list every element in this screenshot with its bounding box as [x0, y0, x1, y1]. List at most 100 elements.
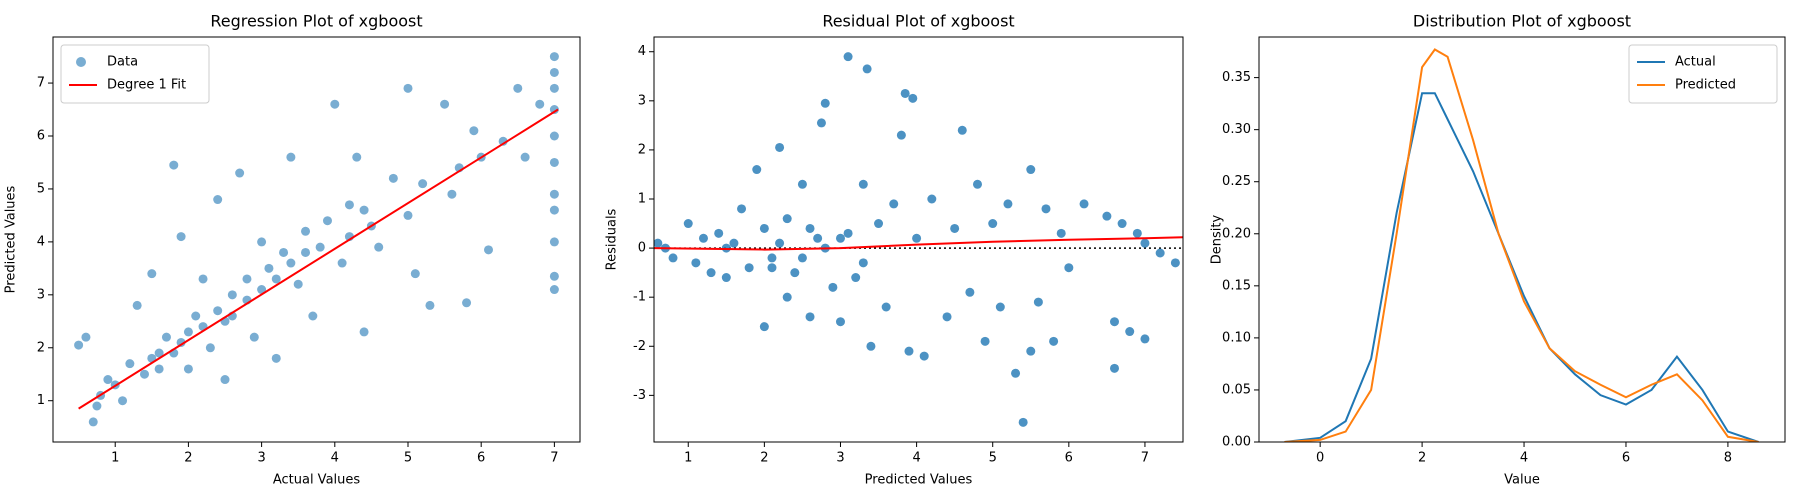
data-point [851, 273, 861, 283]
data-point [388, 173, 398, 183]
data-point [775, 142, 785, 152]
data-point [957, 125, 967, 135]
legend-frame [60, 44, 210, 104]
data-point [549, 271, 559, 281]
data-point [286, 152, 296, 162]
data-point [418, 179, 428, 189]
data-point [908, 93, 918, 103]
data-point [447, 189, 457, 199]
data-point [1033, 297, 1043, 307]
data-point [835, 317, 845, 327]
data-point [118, 396, 128, 406]
data-point [1132, 228, 1142, 238]
data-point [1109, 317, 1119, 327]
data-point [337, 258, 347, 268]
data-point [549, 285, 559, 295]
legend: Actual Predicted [1628, 44, 1778, 104]
data-point [698, 233, 708, 243]
x-tick-label: 8 [1724, 451, 1732, 466]
data-point [912, 233, 922, 243]
series-line [654, 236, 1183, 251]
data-point [403, 210, 413, 220]
data-point [549, 157, 559, 167]
data-point [264, 263, 274, 273]
data-point [767, 253, 777, 263]
data-point [549, 67, 559, 77]
data-point [1170, 258, 1180, 268]
y-tick-label: 0.10 [1222, 330, 1251, 345]
data-point [154, 348, 164, 358]
data-point [169, 160, 179, 170]
y-tick-label: 0 [638, 241, 646, 256]
data-point [843, 52, 853, 62]
chart-title: Residual Plot of xgboost [822, 12, 1014, 31]
y-tick-label: 6 [37, 129, 45, 144]
x-axis-label: Value [1504, 473, 1540, 488]
data-point [1064, 263, 1074, 273]
x-tick-label: 3 [257, 451, 265, 466]
data-point [352, 152, 362, 162]
y-tick-label: 0.15 [1222, 278, 1251, 293]
data-point [896, 130, 906, 140]
y-tick-label: 0.30 [1222, 122, 1251, 137]
data-point [782, 214, 792, 224]
data-point [74, 340, 84, 350]
data-point [374, 242, 384, 252]
data-point [744, 263, 754, 273]
data-point [813, 233, 823, 243]
data-point [257, 285, 267, 295]
data-point [889, 199, 899, 209]
data-point [125, 359, 135, 369]
data-point [706, 268, 716, 278]
legend-label: Data [107, 55, 138, 70]
data-point [775, 238, 785, 248]
y-tick-label: 3 [638, 93, 646, 108]
data-point [654, 238, 663, 248]
y-tick-label: -3 [633, 388, 646, 403]
plot-area [74, 52, 559, 427]
axes-frame [1258, 36, 1786, 443]
plot-area [654, 52, 1183, 427]
data-point [301, 247, 311, 257]
y-axis-label: Predicted Values [4, 185, 19, 293]
data-point [92, 401, 102, 411]
data-point [980, 336, 990, 346]
subplot: Regression Plot of xgboost Actual Values P… [4, 12, 581, 488]
data-point [139, 369, 149, 379]
data-point [549, 105, 559, 115]
data-point [440, 99, 450, 109]
data-point [1003, 199, 1013, 209]
data-point [425, 300, 435, 310]
data-point [714, 228, 724, 238]
data-point [183, 364, 193, 374]
plot-area [1284, 48, 1759, 442]
data-point [752, 165, 762, 175]
data-point [257, 237, 267, 247]
data-point [1117, 219, 1127, 229]
data-point [881, 302, 891, 312]
data-point [900, 88, 910, 98]
data-point [484, 245, 494, 255]
data-point [213, 306, 223, 316]
data-point [919, 351, 929, 361]
data-point [410, 269, 420, 279]
data-point [293, 279, 303, 289]
data-point [759, 223, 769, 233]
data-point [1026, 346, 1036, 356]
data-point [721, 273, 731, 283]
y-tick-label: -2 [633, 339, 646, 354]
x-tick-label: 2 [184, 451, 192, 466]
y-tick-label: 0.35 [1222, 70, 1251, 85]
data-point [1079, 199, 1089, 209]
data-point [858, 179, 868, 189]
y-tick-label: 2 [37, 340, 45, 355]
data-point [205, 343, 215, 353]
x-tick-label: 5 [989, 451, 997, 466]
x-tick-label: 4 [331, 451, 339, 466]
data-point [1056, 228, 1066, 238]
data-point [315, 242, 325, 252]
legend-label: Actual [1675, 55, 1716, 70]
data-point [767, 263, 777, 273]
